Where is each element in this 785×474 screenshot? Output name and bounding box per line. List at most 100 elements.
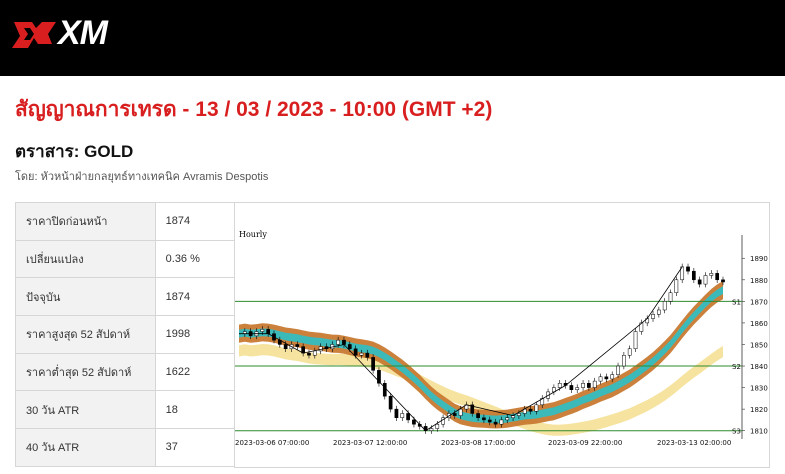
candle-body bbox=[493, 421, 498, 425]
chart-svg: Hourly 1890 1880 1870 1860 1850 1840 1830 1820 18… bbox=[235, 230, 768, 447]
logo-mark-icon bbox=[12, 22, 56, 48]
y-tick-label: 1810 bbox=[750, 428, 768, 436]
stats-label: 40 วัน ATR bbox=[15, 428, 156, 467]
candle-body bbox=[604, 376, 609, 380]
stats-value: 1874 bbox=[154, 202, 236, 241]
candle-body bbox=[400, 413, 405, 419]
candle-body bbox=[388, 395, 393, 410]
stats-row: ราคาสูงสุด 52 สัปดาห์ 1998 bbox=[15, 315, 236, 354]
y-tick-label: 1890 bbox=[750, 255, 768, 263]
price-chart: Hourly 1890 1880 1870 1860 1850 1840 1830 1820 18… bbox=[234, 202, 770, 468]
level-label: S3 bbox=[732, 428, 741, 436]
xm-logo[interactable]: XM bbox=[12, 14, 132, 52]
logo-text: XM bbox=[58, 14, 108, 52]
stats-label: ปัจจุบัน bbox=[15, 277, 156, 317]
x-tick-label: 2023-03-06 07:00:00 bbox=[235, 439, 309, 447]
candle-body bbox=[534, 404, 539, 412]
candle-body bbox=[517, 413, 521, 416]
level-label: S2 bbox=[732, 363, 741, 371]
stats-label: เปลี่ยนแปลง bbox=[15, 239, 156, 279]
candle-body bbox=[657, 309, 661, 315]
x-tick-label: 2023-03-08 17:00:00 bbox=[441, 439, 515, 447]
stats-value: 1998 bbox=[154, 315, 236, 354]
candle-body bbox=[394, 408, 399, 419]
y-tick-label: 1850 bbox=[750, 341, 768, 349]
candle-body bbox=[260, 329, 265, 332]
x-tick-label: 2023-03-07 12:00:00 bbox=[333, 439, 407, 447]
stats-row: ราคาปิดก่อนหน้า 1874 bbox=[15, 202, 236, 241]
zigzag-line bbox=[239, 266, 683, 432]
candle-body bbox=[487, 419, 492, 423]
y-tick-label: 1880 bbox=[750, 277, 768, 285]
author-line: โดย: หัวหน้าฝ่ายกลยุทธ์ทางเทคนิค Avramis… bbox=[15, 171, 269, 183]
candle-body bbox=[703, 275, 708, 285]
x-tick-label: 2023-03-13 02:00:00 bbox=[657, 439, 731, 447]
candle-body bbox=[668, 292, 673, 302]
stats-table: ราคาปิดก่อนหน้า 1874 เปลี่ยนแปลง 0.36 % ปัจจ… bbox=[15, 202, 236, 467]
candle-body bbox=[581, 383, 585, 388]
candle-body bbox=[592, 380, 597, 388]
candle-body bbox=[587, 383, 591, 388]
candle-body bbox=[680, 266, 685, 281]
candle-body bbox=[347, 344, 352, 350]
candle-body bbox=[295, 344, 300, 347]
candle-body bbox=[266, 329, 271, 334]
stats-label: ราคาต่ำสุด 52 สัปดาห์ bbox=[15, 352, 156, 392]
stats-label: 30 วัน ATR bbox=[15, 390, 156, 430]
candle-body bbox=[412, 419, 416, 425]
candle-body bbox=[336, 339, 340, 345]
candle-body bbox=[651, 314, 655, 319]
candle-body bbox=[598, 376, 603, 382]
candle-body bbox=[674, 279, 679, 293]
stats-row: เปลี่ยนแปลง 0.36 % bbox=[15, 239, 236, 279]
stats-value: 18 bbox=[154, 390, 236, 430]
candle-body bbox=[482, 417, 486, 421]
candle-body bbox=[476, 413, 480, 419]
candle-body bbox=[505, 417, 510, 421]
stats-row: 40 วัน ATR 37 bbox=[15, 428, 236, 467]
stats-value: 1874 bbox=[154, 277, 236, 317]
stats-row: ราคาต่ำสุด 52 สัปดาห์ 1622 bbox=[15, 352, 236, 392]
candle-body bbox=[709, 273, 714, 276]
candle-body bbox=[557, 383, 562, 388]
slow-band bbox=[239, 344, 723, 436]
candle-body bbox=[575, 387, 580, 390]
header-bar: XM bbox=[0, 0, 785, 76]
candle-body bbox=[307, 352, 311, 356]
instrument-heading: ตราสาร: GOLD bbox=[15, 142, 134, 161]
candle-body bbox=[610, 374, 615, 380]
candle-body bbox=[470, 404, 475, 414]
candle-body bbox=[365, 352, 370, 358]
candle-body bbox=[353, 348, 358, 356]
candle-body bbox=[452, 413, 457, 416]
stats-row: 30 วัน ATR 18 bbox=[15, 390, 236, 430]
candle-body bbox=[499, 419, 504, 425]
y-tick-label: 1820 bbox=[750, 406, 768, 414]
candle-body bbox=[691, 270, 696, 281]
candle-body bbox=[569, 385, 574, 390]
candle-body bbox=[359, 352, 364, 356]
candle-body bbox=[528, 408, 533, 412]
candle-body bbox=[622, 354, 626, 367]
candle-body bbox=[377, 370, 381, 384]
level-label: S1 bbox=[732, 298, 741, 306]
candle-body bbox=[715, 273, 720, 281]
candle-body bbox=[458, 408, 463, 416]
candle-body bbox=[406, 413, 410, 421]
stats-label: ราคาสูงสุด 52 สัปดาห์ bbox=[15, 315, 156, 354]
candle-body bbox=[540, 398, 545, 406]
candle-body bbox=[633, 331, 638, 350]
candle-body bbox=[616, 365, 620, 375]
candle-body bbox=[371, 357, 375, 371]
candle-body bbox=[697, 279, 702, 285]
candle-body bbox=[721, 279, 725, 283]
candle-body bbox=[312, 350, 317, 356]
stats-value: 37 bbox=[154, 428, 236, 467]
stats-label: ราคาปิดก่อนหน้า bbox=[15, 202, 156, 241]
candle-body bbox=[429, 428, 434, 431]
y-tick-label: 1870 bbox=[750, 298, 768, 306]
candle-body bbox=[382, 383, 387, 397]
stats-value: 1622 bbox=[154, 352, 236, 392]
y-tick-label: 1840 bbox=[750, 363, 768, 371]
inner-band bbox=[239, 286, 723, 424]
